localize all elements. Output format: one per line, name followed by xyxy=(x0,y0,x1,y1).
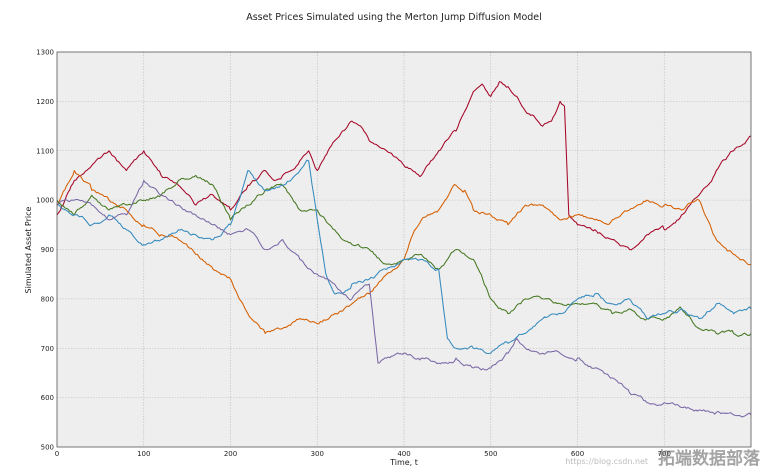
watermark: https://blog.csdn.net 拓端数据部落 xyxy=(565,444,760,469)
y-tick-label: 600 xyxy=(41,394,54,402)
y-tick-label: 1100 xyxy=(36,147,54,155)
x-axis-label: Time, t xyxy=(389,458,418,467)
y-tick-label: 1200 xyxy=(36,98,54,106)
plot-frame xyxy=(56,51,752,448)
x-tick-label: 0 xyxy=(55,450,59,458)
series-group xyxy=(56,81,752,418)
x-tick-label: 400 xyxy=(397,450,410,458)
tick-labels: 0 100 200 300 400 500 600 700 500 600 700 800 900 100… xyxy=(36,49,671,459)
grid xyxy=(57,52,751,447)
y-tick-label: 800 xyxy=(41,295,54,303)
chart-title: Asset Prices Simulated using the Merton … xyxy=(246,12,542,23)
y-axis-label: Simulated Asset Price xyxy=(24,206,33,293)
x-tick-label: 600 xyxy=(571,450,584,458)
series-line xyxy=(56,81,752,251)
series-line xyxy=(56,159,752,355)
watermark-url: https://blog.csdn.net xyxy=(565,457,649,466)
series-line xyxy=(56,179,752,418)
y-tick-label: 1300 xyxy=(36,49,54,57)
watermark-text: 拓端数据部落 xyxy=(658,449,760,469)
x-tick-label: 700 xyxy=(658,450,671,458)
x-tick-label: 200 xyxy=(224,450,237,458)
x-tick-label: 300 xyxy=(311,450,324,458)
y-tick-label: 500 xyxy=(41,444,54,452)
y-tick-label: 900 xyxy=(41,246,54,254)
y-tick-label: 700 xyxy=(41,345,54,353)
y-tick-label: 1000 xyxy=(36,197,54,205)
x-tick-label: 100 xyxy=(137,450,150,458)
x-tick-label: 500 xyxy=(484,450,497,458)
